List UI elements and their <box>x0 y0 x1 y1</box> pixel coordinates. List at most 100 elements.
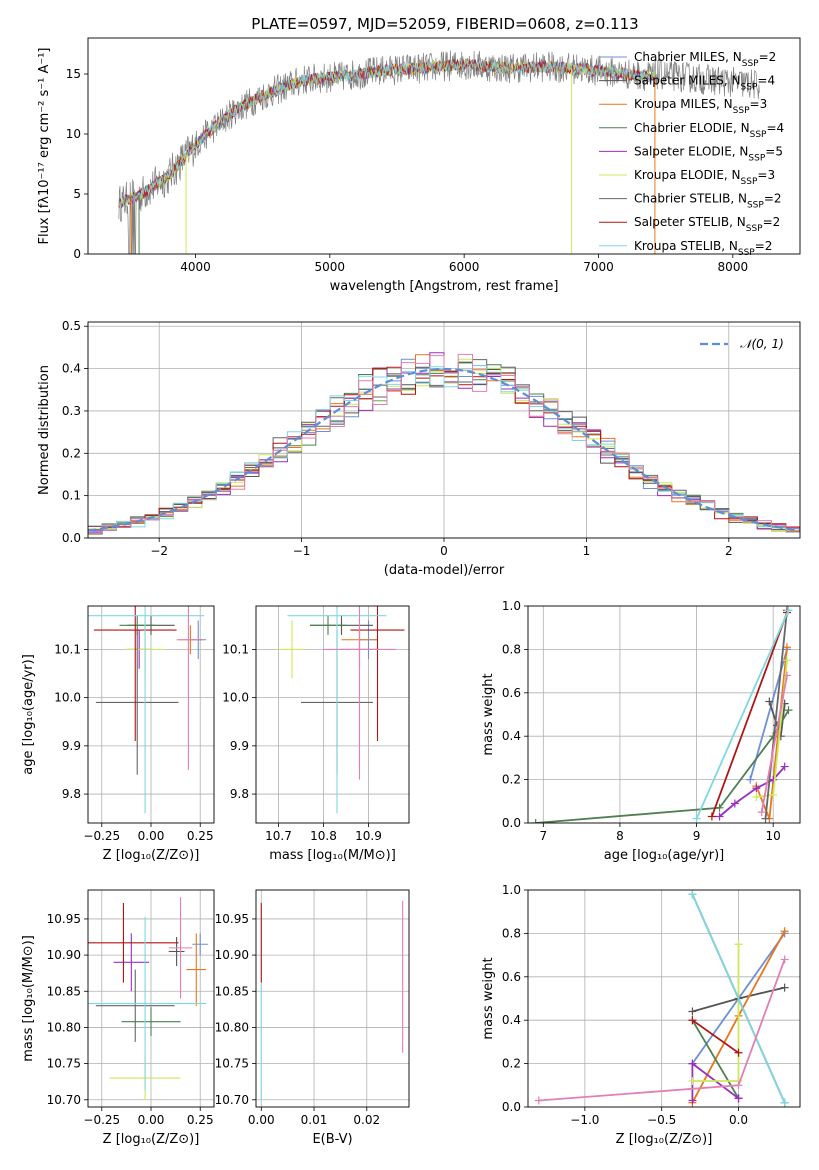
x-tick-label: −1 <box>293 544 311 558</box>
plot-area-residuals <box>88 322 800 538</box>
y-tick-label: 0.8 <box>502 926 521 940</box>
x-axis-label: (data-model)/error <box>384 563 505 578</box>
y-tick-label: 10.0 <box>54 691 81 705</box>
y-tick-label: 0.5 <box>62 319 81 333</box>
panel-mass-vs-EBV: 0.00 0.01 0.02 10.70 10.75 10.80 10.85 10.90 10.… <box>215 889 410 1147</box>
errorbar-point <box>176 606 201 770</box>
legend-text: Salpeter MILES, N <box>634 74 741 88</box>
mass-weight-marker <box>688 1076 697 1085</box>
model-spectrum <box>118 57 656 209</box>
plot-area-massweight-vs-age <box>528 606 800 823</box>
y-tick-label: 0.4 <box>502 729 521 743</box>
x-tick-label: 0.25 <box>187 829 214 843</box>
y-tick-label: 0.0 <box>62 531 81 545</box>
y-tick-label: 10.90 <box>215 948 249 962</box>
errorbar-point <box>192 933 209 956</box>
figure-title: PLATE=0597, MJD=52059, FIBERID=0608, z=0… <box>251 15 638 33</box>
x-tick-label: 9 <box>693 829 701 843</box>
x-axis-label: age [log₁₀(age/yr)] <box>604 848 725 863</box>
legend-tail: =2 <box>755 239 773 253</box>
x-tick-label: 7 <box>540 829 548 843</box>
mass-weight-marker <box>784 606 793 615</box>
x-tick-label: 0.25 <box>187 1113 214 1127</box>
y-tick-label: 10.95 <box>215 912 249 926</box>
mass-weight-marker <box>782 656 791 665</box>
mass-weight-marker <box>746 775 755 784</box>
axes-frame <box>527 605 801 824</box>
mass-weight-line <box>764 610 788 819</box>
y-tick-label: 9.8 <box>230 787 249 801</box>
mass-weight-marker <box>688 1007 697 1016</box>
x-tick-label: 0 <box>440 544 448 558</box>
errorbar-point <box>323 606 396 780</box>
y-axis-label: mass [log₁₀(M/M⊙)] <box>21 935 36 1062</box>
y-tick-label: 1.0 <box>502 599 521 613</box>
x-tick-label: −1.0 <box>570 1113 599 1127</box>
x-tick-label: 10.9 <box>355 829 382 843</box>
mass-weight-marker <box>765 697 774 706</box>
x-tick-label: −0.25 <box>83 829 120 843</box>
mass-weight-marker <box>688 890 697 899</box>
y-axis-label: mass weight <box>481 673 496 755</box>
panel-spectrum: 4000 5000 6000 7000 8000 0 5 10 15 wavelength [An… <box>37 37 801 294</box>
errorbar-point <box>93 606 177 742</box>
y-tick-label: 0.2 <box>502 1057 521 1071</box>
y-tick-label: 9.9 <box>230 739 249 753</box>
x-axis-label: mass [log₁₀(M/M⊙)] <box>269 848 396 863</box>
legend-tail: =4 <box>757 74 775 88</box>
errorbar-point <box>168 937 185 966</box>
mass-weight-line <box>760 675 788 813</box>
axes-frame <box>527 889 801 1108</box>
errorbar-point <box>88 903 179 983</box>
x-tick-label: 0.0 <box>729 1113 748 1127</box>
mass-weight-marker <box>780 762 789 771</box>
legend-entry: Salpeter ELODIE, NSSP=5 <box>634 144 783 163</box>
y-axis-label: Flux [fλ10⁻¹⁷ erg cm⁻² s⁻¹ A⁻¹] <box>37 48 52 245</box>
errorbar-point <box>168 897 193 999</box>
legend-text: Chabrier STELIB, N <box>634 192 747 206</box>
mass-weight-marker <box>780 927 789 936</box>
x-tick-label: 4000 <box>180 260 211 274</box>
legend-sub: SSP <box>747 201 764 211</box>
legend-entry: Chabrier MILES, NSSP=2 <box>634 50 776 69</box>
legend-text: Chabrier MILES, N <box>634 50 742 64</box>
x-tick-label: 5000 <box>315 260 346 274</box>
legend-text: Kroupa MILES, N <box>634 97 733 111</box>
x-tick-label: 7000 <box>583 260 614 274</box>
legend-tail: =5 <box>765 144 783 158</box>
plot-area-mass-vs-Z <box>88 890 214 1107</box>
errorbar-point <box>186 933 207 1006</box>
panel-age-vs-mass: 10.7 10.8 10.9 9.8 9.9 10.0 10.1 mass [log₁₀(M/… <box>222 605 410 863</box>
y-tick-label: 0.4 <box>62 362 81 376</box>
mass-weight-marker <box>784 706 793 715</box>
errorbar-point <box>88 916 207 1091</box>
model-spectrum <box>118 57 656 209</box>
legend-tail: =4 <box>766 121 784 135</box>
panel-age-vs-Z: −0.25 0.00 0.25 9.8 9.9 10.0 10.1 Z [log₁₀(Z/Z⊙… <box>21 605 215 863</box>
y-tick-label: 10.75 <box>215 1057 249 1071</box>
legend-sub: SSP <box>738 248 755 258</box>
model-spectrum <box>118 57 656 208</box>
mass-weight-line <box>691 1019 740 1054</box>
x-tick-label: −2 <box>150 544 168 558</box>
normal-curve <box>88 367 800 532</box>
y-tick-label: 10.0 <box>222 691 249 705</box>
errorbar-point <box>278 620 306 679</box>
x-tick-label: 0.01 <box>301 1113 328 1127</box>
y-tick-label: 9.8 <box>62 787 81 801</box>
y-tick-label: 0.0 <box>502 1100 521 1114</box>
axes-frame <box>87 321 801 539</box>
axes-frame <box>255 889 410 1108</box>
legend-text: Kroupa ELODIE, N <box>634 168 741 182</box>
legend-tail: =2 <box>764 192 782 206</box>
legend-text: Salpeter ELODIE, N <box>634 144 748 158</box>
y-tick-label: 0.2 <box>62 446 81 460</box>
mass-weight-line <box>695 609 790 820</box>
mass-weight-marker <box>752 784 761 793</box>
y-axis-label: mass weight <box>481 957 496 1039</box>
y-tick-label: 0.2 <box>502 773 521 787</box>
axes-frame <box>255 605 410 824</box>
model-spectrum <box>118 58 656 209</box>
mass-weight-marker <box>688 1096 697 1105</box>
